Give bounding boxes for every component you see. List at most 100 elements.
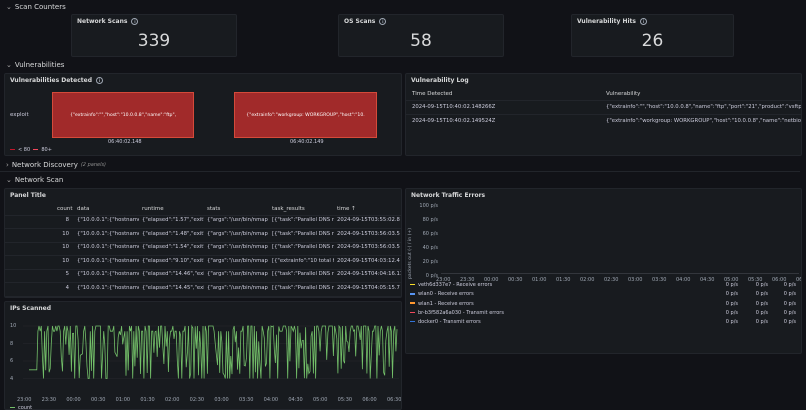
legend-item[interactable]: wlan1 - Receive errors [410,301,474,307]
table-cell: 4 [65,285,69,291]
stat-value: 26 [641,31,664,51]
row-divider [5,241,401,243]
row-title-label: Scan Counters [14,3,66,11]
legend: count [10,405,32,409]
row-title-label: Network Scan [14,176,64,184]
legend-swatch [410,320,415,323]
baseline [441,273,799,274]
table-cell: {"args":"/usr/bin/nmap - [207,285,269,291]
table-cell: 8 [65,217,69,223]
row-vulnerabilities[interactable]: ⌄ Vulnerabilities [6,61,64,69]
table-cell: 2024-09-15T03:56:03.5 [337,230,400,237]
x-tick-label: 23:30 [460,277,475,283]
x-tick-label: 05:30 [748,277,763,283]
table-cell: {"10.0.0.1":{"hostname":[ [77,230,139,237]
x-tick-label: 23:00 [436,277,451,283]
legend-label: wlan1 - Receive errors [418,300,474,307]
y-tick-label: 4 [10,375,14,382]
y-tick-label: 6 [10,358,14,364]
table-cell: 2024-09-15T04:03:12.4 [337,257,400,264]
column-header[interactable]: runtime [142,206,164,212]
column-header[interactable]: Time Detected [412,91,453,97]
x-tick-label: 23:00 [17,397,32,403]
y-tick-label: 80 p/s [422,217,438,223]
state-cell[interactable]: {"extrainfo":"workgroup: WORKGROUP","hos… [234,92,377,138]
x-tick-label: 00:00 [66,397,81,403]
x-tick-label: 04:00 [263,397,279,403]
row-network-scan[interactable]: ⌄ Network Scan [6,176,63,184]
panel-vulnerability-log: Vulnerability Log Time Detected Vulnerab… [405,73,802,156]
row-panel-count: (2 panels) [80,162,107,168]
legend-swatch [33,148,39,151]
table-cell: 10 [62,230,69,237]
column-header[interactable]: stats [207,206,221,212]
y-tick-label: 20 p/s [422,259,438,265]
legend-label: br-b3f582a6a030 - Transmit errors [418,309,504,316]
table-cell: [{"task":"Parallel DNS re [272,285,334,291]
legend-item[interactable]: veth6d337e7 - Receive errors [410,282,492,288]
x-tick-label: 06:00 [362,397,377,403]
divider [406,114,801,115]
table-cell: {"elapsed":"14.46","exit" [142,271,204,278]
legend-label: wlan0 - Receive errors [418,291,474,298]
table-cell: [{"task":"Parallel DNS re [272,244,334,251]
panel-scan-table: Panel Title count data runtime stats tas… [4,188,402,298]
column-header[interactable]: Vulnerability [606,91,641,97]
table-cell: [{"extrainfo":"10 total ho [272,257,334,264]
column-header[interactable]: time ↑ [337,206,356,212]
x-tick-label: 03:30 [652,277,667,283]
legend-value: 0 p/s [783,291,796,298]
column-header[interactable]: count [57,206,73,212]
table-cell: [{"task":"Parallel DNS re [272,230,334,237]
x-tick-label: 01:30 [140,397,155,403]
x-tick-label: 05:30 [337,397,353,403]
legend-value: 0 p/s [725,291,738,298]
x-tick-label: 04:00 [676,277,691,283]
panel-title: Network Traffic Errors [411,192,486,199]
legend-item[interactable]: docker0 - Transmit errors [410,319,481,325]
table-cell: 2024-09-15T04:05:15.7 [337,285,400,291]
series-line-count [29,324,398,379]
panel-title: Vulnerabilities Detected [10,77,93,84]
info-icon[interactable]: i [131,18,139,25]
info-icon[interactable]: i [379,18,387,25]
ips-line-chart [23,324,399,379]
state-cell[interactable]: {"extrainfo":"","host":"10.0.0.8","name"… [52,92,194,138]
legend-label: 80+ [41,147,52,153]
info-icon[interactable]: i [96,77,104,84]
x-tick-label: 00:30 [91,397,106,403]
info-icon[interactable]: i [639,18,647,25]
y-axis-label: packets out (-) / in (+) [408,227,413,279]
stat-value: 339 [137,31,171,51]
panel-title: OS Scans [344,18,376,25]
legend-value: 0 p/s [755,282,768,288]
row-network-discovery[interactable]: › Network Discovery (2 panels) [6,161,106,169]
divider [0,171,800,172]
table-cell: {"elapsed":"9.10","exit":" [142,257,204,264]
legend: < 80 80+ [10,147,52,153]
state-row-label: exploit [10,112,29,118]
table-cell: {"args":"/usr/bin/nmap - [207,244,269,251]
column-header[interactable]: data [77,206,90,212]
row-scan-counters[interactable]: ⌄ Scan Counters [6,3,66,11]
legend-value: 0 p/s [725,309,738,316]
table-cell: 2024-09-15T03:56:03.5 [337,244,400,251]
x-tick-label: 01:00 [115,397,131,403]
y-tick-label: 40 p/s [422,245,438,251]
legend-value: 0 p/s [755,291,768,298]
chevron-right-icon: › [6,161,9,169]
legend-value: 0 p/s [725,319,738,326]
stat-panel-network-scans: Network Scans i 339 [71,14,237,57]
y-tick-label: 10 [10,323,17,329]
panel-network-traffic-errors: Network Traffic Errors packets out (-) /… [405,188,802,354]
table-cell: 10 [62,244,69,251]
state-cell-time: 06:40:02.148 [108,139,142,145]
legend-label: veth6d337e7 - Receive errors [418,282,493,288]
legend-swatch [410,293,415,295]
column-header[interactable]: task_results [272,206,305,212]
panel-ips-scanned: IPs Scanned 10 8 6 4 23:00 23:30 00:00 00:30 01… [4,301,402,410]
legend-value: 0 p/s [783,309,796,316]
legend-item[interactable]: br-b3f582a6a030 - Transmit errors [410,310,504,316]
legend-item[interactable]: wlan0 - Receive errors [410,291,474,297]
legend-swatch [410,283,415,286]
